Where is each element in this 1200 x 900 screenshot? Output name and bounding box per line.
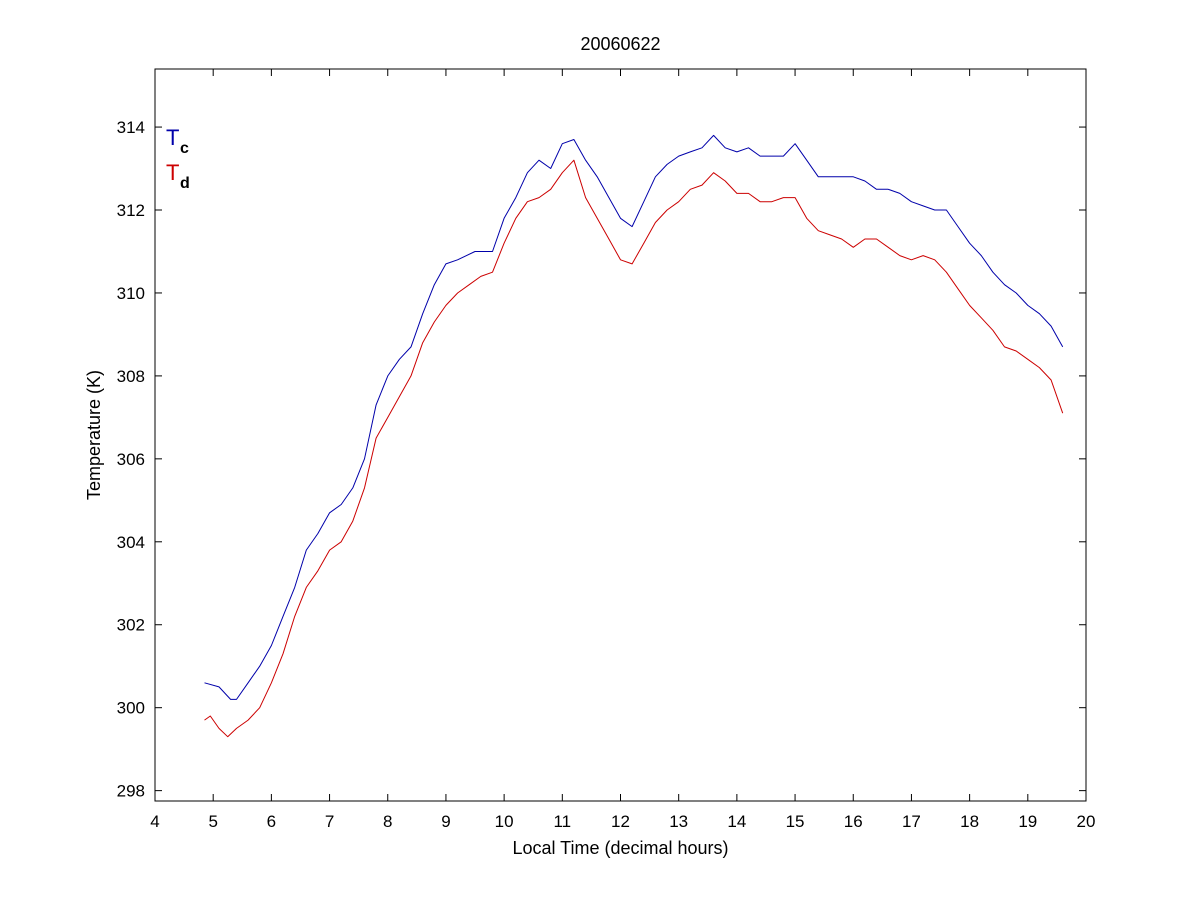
y-tick-label: 310 (117, 284, 145, 303)
legend-entry-c: T (166, 125, 179, 150)
series-line-t-d (204, 159, 1064, 738)
x-tick-label: 17 (902, 812, 921, 831)
legend-label: T (166, 160, 179, 185)
legend-subscript: d (180, 175, 190, 192)
legend-subscript: c (180, 140, 189, 157)
y-tick-label: 308 (117, 367, 145, 386)
x-tick-label: 4 (150, 812, 159, 831)
x-tick-label: 18 (960, 812, 979, 831)
x-tick-label: 16 (844, 812, 863, 831)
y-tick-label: 302 (117, 616, 145, 635)
y-tick-label: 304 (117, 533, 145, 552)
y-tick-label: 314 (117, 118, 145, 137)
x-tick-label: 12 (611, 812, 630, 831)
x-tick-label: 15 (786, 812, 805, 831)
legend-entry-d: T (166, 160, 179, 185)
x-tick-label: 10 (495, 812, 514, 831)
legend-label: T (166, 125, 179, 150)
axis-ticks: 4 5 6 7 8 9 10 11 12 13 14 15 16 17 18 19 20 298 300 302 304… (117, 69, 1096, 831)
x-tick-label: 9 (441, 812, 450, 831)
series-line-t-c (204, 134, 1064, 700)
x-tick-label: 7 (325, 812, 334, 831)
x-tick-label: 8 (383, 812, 392, 831)
x-tick-label: 11 (553, 812, 571, 831)
y-tick-label: 312 (117, 201, 145, 220)
x-tick-label: 6 (267, 812, 276, 831)
y-tick-label: 306 (117, 450, 145, 469)
x-tick-label: 14 (727, 812, 746, 831)
plot-area (154, 68, 1087, 802)
series-layer (204, 134, 1064, 738)
x-tick-label: 19 (1018, 812, 1037, 831)
x-tick-label: 20 (1077, 812, 1096, 831)
x-tick-label: 13 (669, 812, 688, 831)
y-tick-label: 298 (117, 782, 145, 801)
y-tick-label: 300 (117, 699, 145, 718)
x-tick-label: 5 (208, 812, 217, 831)
chart-title: 20060622 (580, 34, 660, 54)
y-axis-label: Temperature (K) (84, 370, 104, 500)
x-axis-label: Local Time (decimal hours) (512, 838, 728, 858)
